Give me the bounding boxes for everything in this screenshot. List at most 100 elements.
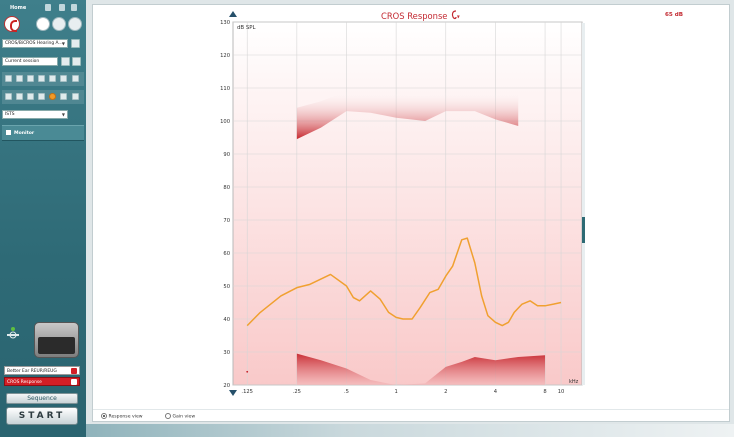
hearing-aid-icon[interactable] [52, 17, 66, 31]
tool-row-2 [2, 90, 84, 104]
session-next-icon[interactable] [72, 57, 81, 66]
range-bands [296, 91, 546, 385]
note-tool-icon[interactable] [16, 75, 23, 82]
measurement-panel: 20 30 40 50 60 70 80 90 100 110 120 130 .125 .25 .5 1 2 4… [92, 4, 730, 422]
delta-tool-icon[interactable] [72, 93, 79, 100]
level-down-arrow-icon[interactable] [229, 390, 237, 396]
gain-view-label: Gain view [172, 414, 196, 420]
program-label: Better Ear REUR/REUG [7, 369, 57, 374]
axis-ticks: 20 30 40 50 60 70 80 90 100 110 120 130 .125 .25 .5 1 2 4… [220, 20, 564, 395]
session-select[interactable]: Current session [2, 57, 58, 66]
chevron-down-icon: ▼ [61, 112, 65, 117]
marker-point [246, 370, 249, 373]
view-toggle-bar: Response view Gain view [93, 409, 729, 422]
y-tick-label: 70 [223, 218, 230, 224]
curve-mode-icon[interactable] [36, 17, 50, 31]
plot-background [232, 21, 583, 386]
stimulus-select[interactable]: ISTS ▼ [2, 110, 68, 119]
home-label: Home [10, 5, 27, 11]
check-icon [71, 368, 77, 374]
response-curve [246, 237, 562, 327]
ear-icon [451, 10, 460, 20]
y-tick-label: 20 [223, 383, 230, 389]
chart-scroll-handle[interactable] [582, 217, 585, 243]
tag-tool-icon[interactable] [49, 75, 56, 82]
chart-scrollbar[interactable] [582, 23, 585, 385]
save-icon[interactable] [59, 4, 65, 11]
program-better-ear[interactable]: Better Ear REUR/REUG [4, 366, 80, 375]
home-tab[interactable]: Home [2, 2, 84, 14]
hearing-aid-select[interactable]: CROS/BiCROS Hearing A... ▼ [2, 39, 68, 48]
mode-toolbar [2, 14, 84, 34]
response-curves [246, 237, 562, 373]
x-tick-label: .25 [293, 389, 301, 395]
response-chart[interactable]: 20 30 40 50 60 70 80 90 100 110 120 130 .125 .25 .5 1 2 4… [93, 5, 731, 409]
speaker-tool-icon[interactable] [60, 75, 67, 82]
gain-view-option[interactable]: Gain view [165, 413, 195, 420]
y-tick-label: 110 [220, 86, 230, 92]
x-tick-label: 8 [543, 389, 546, 395]
y-tick-label: 90 [223, 152, 230, 158]
lower-limit-band [296, 353, 546, 385]
lightning-icon[interactable] [68, 17, 82, 31]
y-tick-label: 40 [223, 317, 230, 323]
monitor-label: Monitor [14, 131, 35, 136]
session-prev-icon[interactable] [61, 57, 70, 66]
y-tick-label: 30 [223, 350, 230, 356]
start-button[interactable]: START [6, 407, 78, 425]
monitor-toggle[interactable]: Monitor [2, 125, 84, 141]
print-icon[interactable] [45, 4, 51, 11]
y-tick-label: 120 [220, 53, 230, 59]
level-up-arrow-icon[interactable] [229, 11, 237, 17]
measurement-device-icon [34, 322, 79, 358]
stop-tool-icon[interactable] [60, 93, 67, 100]
session-select-value: Current session [5, 59, 40, 64]
chart-title-text: CROS Response [381, 11, 448, 21]
y-tick-label: 50 [223, 284, 230, 290]
y-tick-label: 100 [220, 119, 230, 125]
x-tick-label: 4 [494, 389, 498, 395]
y-tick-label: 60 [223, 251, 230, 257]
sequence-button[interactable]: Sequence [6, 393, 78, 404]
x-tick-label: .125 [241, 389, 253, 395]
chart-title: CROS Response [381, 10, 460, 21]
upper-limit-band [296, 91, 519, 140]
doc-tool-icon[interactable] [38, 75, 45, 82]
tool-row-1 [2, 72, 84, 86]
level-readout: 65 dB [665, 12, 683, 18]
camera-tool-icon[interactable] [72, 75, 79, 82]
x-tick-label: .5 [344, 389, 349, 395]
monitor-checkbox[interactable] [6, 130, 11, 135]
ear-tool-icon[interactable] [5, 75, 12, 82]
probe-mic-icon [7, 327, 19, 339]
grid-lines [233, 21, 582, 386]
record-tool-icon[interactable] [49, 93, 56, 100]
target-tool-icon[interactable] [27, 75, 34, 82]
x-tick-label: 2 [444, 389, 447, 395]
curve-tool-icon[interactable] [16, 93, 23, 100]
response-view-radio[interactable] [101, 413, 107, 419]
x-tick-label: 1 [394, 389, 397, 395]
program-label: CROS Response [7, 380, 42, 385]
x-tick-label: 10 [558, 389, 565, 395]
hearing-aid-settings-icon[interactable] [71, 39, 80, 48]
left-panel: Home CROS/BiCROS Hearing A... ▼ Current … [0, 0, 86, 437]
response-view-option[interactable]: Response view [101, 413, 143, 420]
table-tool-icon[interactable] [38, 93, 45, 100]
chart-tool-icon[interactable] [27, 93, 34, 100]
y-tick-label: 80 [223, 185, 230, 191]
y-tick-label: 130 [220, 20, 230, 26]
y-axis-label: dB SPL [237, 25, 256, 31]
chevron-down-icon: ▼ [61, 41, 65, 46]
help-icon[interactable] [71, 4, 77, 11]
check-icon [71, 379, 77, 385]
hearing-aid-select-value: CROS/BiCROS Hearing A... [5, 41, 63, 46]
stimulus-select-value: ISTS [5, 112, 15, 117]
grid-tool-icon[interactable] [5, 93, 12, 100]
response-view-label: Response view [108, 414, 143, 420]
status-strip [86, 424, 734, 437]
gain-view-radio[interactable] [165, 413, 171, 419]
x-axis-unit: kHz [569, 379, 579, 385]
ear-logo-icon [4, 16, 20, 32]
program-cros-response[interactable]: CROS Response [4, 377, 80, 386]
